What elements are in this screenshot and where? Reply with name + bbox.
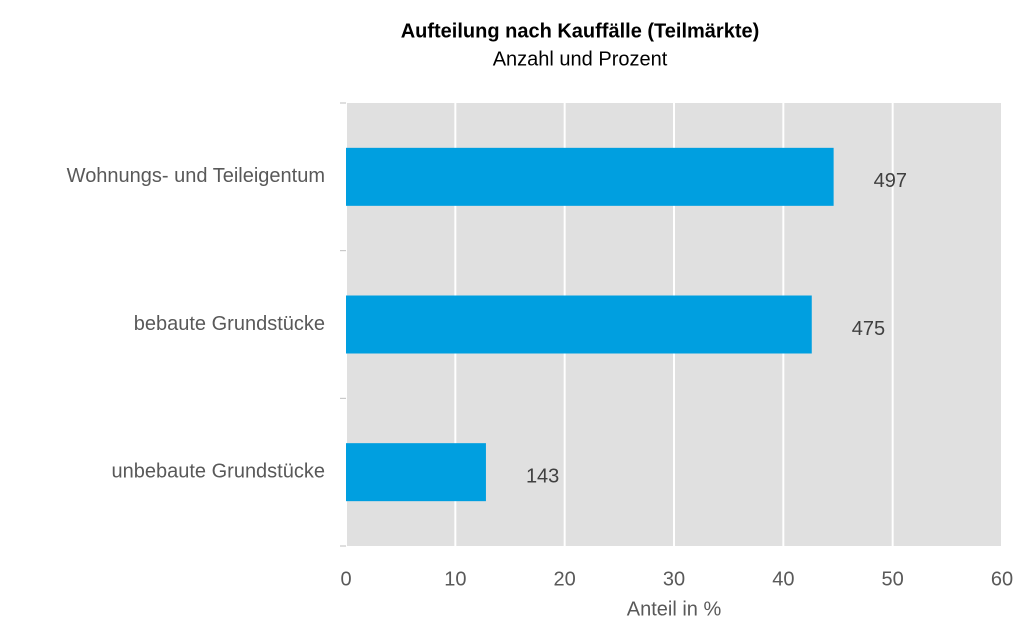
x-tick-label: 40 bbox=[772, 568, 794, 590]
chart-subtitle: Anzahl und Prozent bbox=[493, 48, 668, 70]
bar bbox=[346, 147, 834, 206]
y-tick-label: bebaute Grundstücke bbox=[134, 313, 325, 335]
y-tick-label: Wohnungs- und Teileigentum bbox=[67, 165, 325, 187]
data-label: 143 bbox=[526, 465, 559, 487]
x-tick-label: 0 bbox=[340, 568, 351, 590]
y-tick-label: unbebaute Grundstücke bbox=[112, 460, 326, 482]
data-label: 475 bbox=[852, 318, 885, 340]
x-tick-label: 10 bbox=[444, 568, 466, 590]
x-tick-label: 30 bbox=[663, 568, 685, 590]
chart-title: Aufteilung nach Kauffälle (Teilmärkte) bbox=[401, 20, 760, 42]
bar bbox=[346, 443, 486, 502]
x-tick-label: 20 bbox=[554, 568, 576, 590]
data-label: 497 bbox=[874, 170, 907, 192]
bar bbox=[346, 295, 812, 354]
x-tick-label: 50 bbox=[882, 568, 904, 590]
x-tick-label: 60 bbox=[991, 568, 1013, 590]
x-axis-label: Anteil in % bbox=[627, 598, 722, 620]
